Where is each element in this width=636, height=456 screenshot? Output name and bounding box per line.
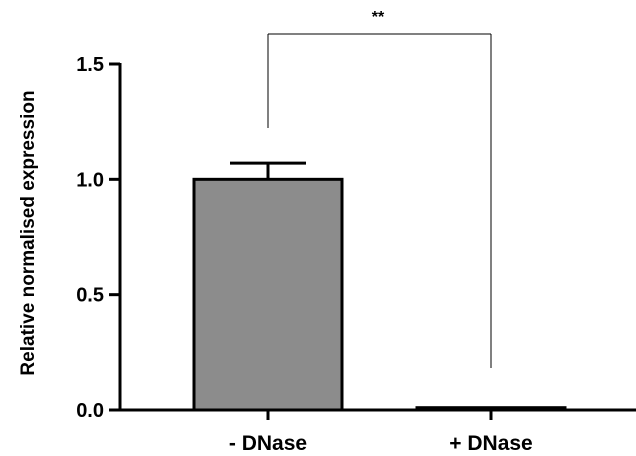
- bar-0: [192, 177, 344, 412]
- y-tick-label-2: 1.0: [76, 169, 104, 191]
- significance-bracket: **: [267, 9, 492, 368]
- x-axis: [118, 408, 636, 420]
- bar-1: [415, 406, 567, 412]
- y-tick-label-3: 1.5: [76, 54, 104, 76]
- y-tick-label-1: 0.5: [76, 285, 104, 307]
- x-tick-label-0: - DNase: [229, 432, 307, 455]
- y-axis: 0.0 0.5 1.0 1.5: [76, 54, 122, 422]
- significance-label: **: [372, 9, 385, 26]
- y-tick-label-0: 0.0: [76, 400, 104, 422]
- x-tick-label-1: + DNase: [449, 432, 532, 455]
- error-bars: [230, 161, 306, 180]
- y-axis-title: Relative normalised expression: [18, 90, 39, 375]
- bars: [192, 177, 567, 412]
